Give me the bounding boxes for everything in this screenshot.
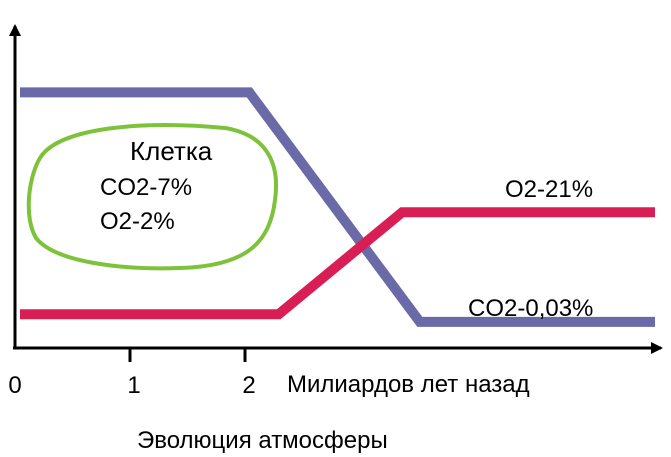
x-tick-label: 0 [8, 372, 21, 399]
co2-series-line [20, 87, 655, 327]
x-tick-label: 2 [242, 372, 255, 399]
cell-co2-label: CO2-7% [100, 174, 192, 201]
o2-series-label: O2-21% [505, 176, 593, 203]
cell-annotation: Клетка CO2-7% O2-2% [26, 123, 278, 271]
cell-o2-label: O2-2% [100, 208, 175, 235]
o2-series-line [20, 207, 655, 320]
chart-caption: Эволюция атмосферы [137, 427, 388, 454]
cell-outline [26, 123, 278, 271]
series-layer [20, 87, 655, 327]
co2-series-label: CO2-0,03% [468, 295, 593, 322]
cell-title: Клетка [130, 136, 213, 166]
x-axis-title: Милиардов лет назад [287, 371, 530, 398]
x-ticks: 0 1 2 [8, 348, 256, 399]
x-tick-label: 1 [127, 372, 140, 399]
